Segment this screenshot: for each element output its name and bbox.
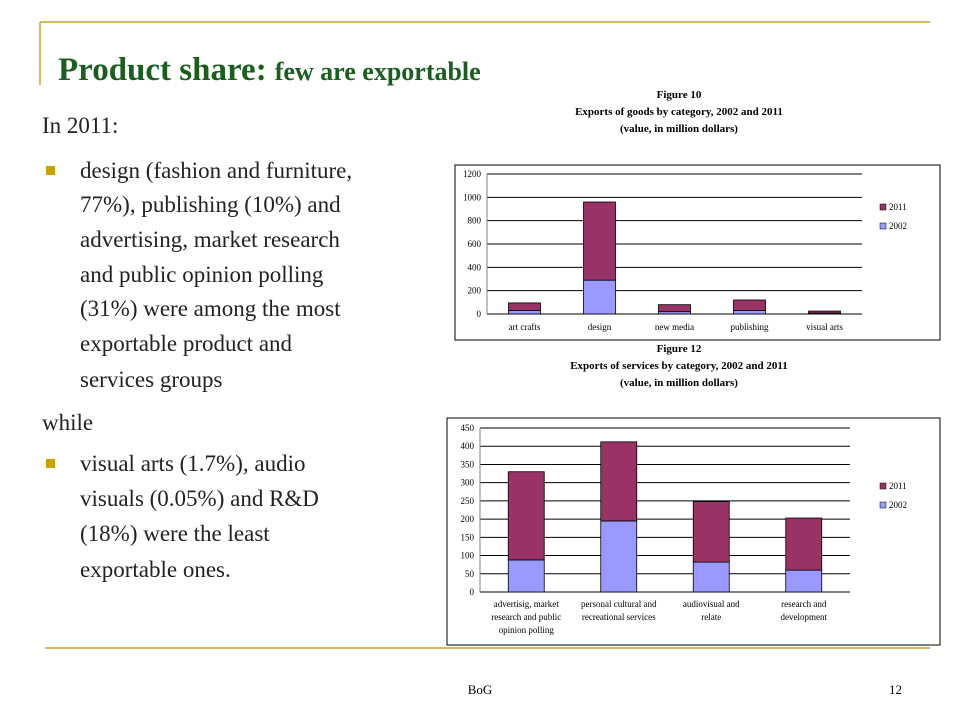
x-tick-label: new media bbox=[655, 322, 694, 332]
y-tick-label: 400 bbox=[468, 262, 482, 272]
body-text: services groups bbox=[80, 367, 222, 392]
y-tick-label: 100 bbox=[461, 551, 475, 561]
x-tick-label: personal cultural and recreational servic… bbox=[581, 599, 657, 622]
bar-segment bbox=[692, 561, 730, 593]
y-tick-label: 800 bbox=[468, 216, 482, 226]
chart-frame bbox=[446, 417, 941, 646]
legend-label: 2002 bbox=[889, 500, 907, 510]
x-tick-label: publishing bbox=[730, 322, 769, 332]
y-tick-label: 350 bbox=[461, 459, 475, 469]
page-number: 12 bbox=[889, 682, 902, 697]
y-tick-label: 200 bbox=[468, 286, 482, 296]
bar-segment bbox=[508, 302, 541, 311]
x-tick-label: research and development bbox=[781, 599, 828, 622]
body-text: exportable product and bbox=[80, 331, 293, 356]
bar-segment bbox=[508, 310, 541, 315]
y-tick-label: 0 bbox=[477, 309, 482, 319]
legend-swatch bbox=[879, 501, 887, 509]
y-tick-label: 50 bbox=[465, 569, 475, 579]
bar-segment bbox=[692, 501, 730, 563]
bar-segment bbox=[785, 517, 823, 571]
y-tick-label: 600 bbox=[468, 239, 482, 249]
chart-title: Figure 10 Exports of goods by category, 2… bbox=[575, 89, 783, 135]
body-text: advertising, market research bbox=[80, 227, 340, 252]
body-text: 77%), publishing (10%) and bbox=[80, 192, 341, 217]
legend-label: 2011 bbox=[889, 202, 907, 212]
bar-segment bbox=[785, 569, 823, 593]
y-tick-label: 150 bbox=[461, 532, 475, 542]
body-text: and public opinion polling bbox=[80, 262, 324, 287]
bar-segment bbox=[507, 471, 545, 561]
y-tick-label: 0 bbox=[470, 587, 475, 597]
bar-segment bbox=[808, 310, 841, 314]
bullet bbox=[46, 166, 55, 175]
bar-segment bbox=[583, 201, 616, 281]
y-tick-label: 250 bbox=[461, 496, 475, 506]
x-tick-label: advertisig, market research and public opi… bbox=[491, 599, 561, 635]
bar-segment bbox=[600, 520, 638, 593]
y-tick-label: 200 bbox=[461, 514, 475, 524]
chart-frame bbox=[454, 164, 941, 341]
title-sub: few are exportable bbox=[275, 57, 481, 86]
body-text: visual arts (1.7%), audio bbox=[80, 451, 305, 476]
body-text: (31%) were among the most bbox=[80, 296, 341, 321]
slide-title: Product share: few are exportable bbox=[58, 52, 481, 88]
bar-segment bbox=[507, 559, 545, 593]
x-tick-label: art crafts bbox=[509, 322, 541, 332]
x-tick-label: design bbox=[588, 322, 612, 332]
legend-label: 2002 bbox=[889, 221, 907, 231]
y-tick-label: 1200 bbox=[463, 169, 482, 179]
x-tick-label: audiovisual and relate bbox=[683, 599, 740, 622]
body-text: In 2011: bbox=[42, 113, 118, 138]
y-tick-label: 300 bbox=[461, 478, 475, 488]
body-text: while bbox=[42, 410, 93, 435]
legend-swatch bbox=[879, 222, 887, 230]
body-text: visuals (0.05%) and R&D bbox=[80, 486, 319, 511]
chart-title: Figure 12 Exports of services by category… bbox=[570, 343, 788, 389]
y-tick-label: 1000 bbox=[463, 192, 482, 202]
footer: BoG bbox=[468, 682, 493, 697]
y-tick-label: 450 bbox=[461, 423, 475, 433]
body-text: design (fashion and furniture, bbox=[80, 158, 352, 183]
legend-label: 2011 bbox=[889, 481, 907, 491]
title-main: Product share: bbox=[58, 52, 267, 88]
bar-segment bbox=[733, 310, 766, 315]
x-tick-label: visual arts bbox=[806, 322, 843, 332]
bar-segment bbox=[658, 304, 691, 313]
body-text: exportable ones. bbox=[80, 557, 231, 582]
bullet bbox=[46, 459, 55, 468]
bar-segment bbox=[583, 279, 616, 315]
legend-swatch bbox=[879, 482, 887, 490]
legend-swatch bbox=[879, 203, 887, 211]
bar-segment bbox=[600, 441, 638, 522]
body-text: (18%) were the least bbox=[80, 521, 270, 546]
bar-segment bbox=[733, 299, 766, 311]
y-tick-label: 400 bbox=[461, 441, 475, 451]
